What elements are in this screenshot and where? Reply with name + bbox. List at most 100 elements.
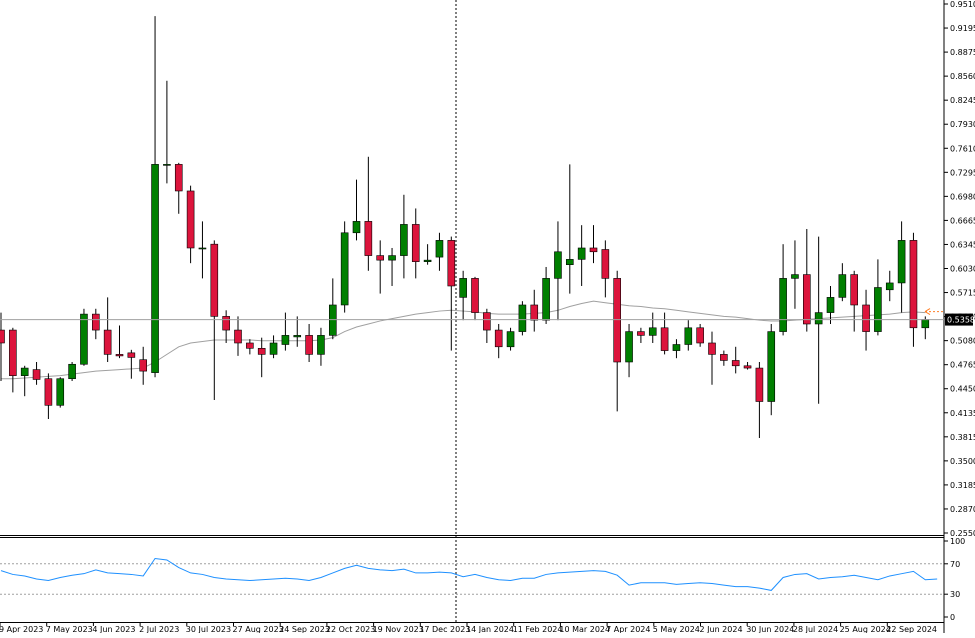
candle-body: [364, 221, 373, 256]
candle-body: [246, 342, 254, 349]
bear-candle: [696, 323, 704, 347]
bull-candle: [814, 236, 823, 404]
bull-candle: [826, 285, 835, 324]
bull-candle: [68, 361, 76, 381]
bull-candle: [56, 377, 65, 408]
bear-candle: [186, 185, 195, 264]
time-tick-label: 9 Apr 2023: [0, 625, 43, 633]
candle-body: [613, 278, 622, 363]
candle-body: [862, 304, 870, 332]
candle-body: [151, 164, 159, 373]
candle-body: [257, 348, 266, 355]
candle-body: [577, 247, 586, 260]
bear-candle: [483, 308, 491, 343]
current-price-label: 0.5358: [947, 316, 975, 325]
price-tick-label: 0.8875: [950, 48, 975, 57]
candle-body: [874, 287, 882, 332]
candle-body: [222, 316, 230, 331]
candle-body: [376, 255, 385, 261]
candle-body: [328, 304, 337, 336]
bear-candle: [32, 361, 41, 385]
candle-body: [767, 331, 776, 402]
bear-candle: [174, 162, 183, 214]
time-tick-label: 14 Jan 2024: [466, 625, 514, 633]
bull-candle: [684, 320, 693, 351]
bear-candle: [447, 236, 456, 351]
candle-body: [637, 331, 645, 336]
candle-body: [411, 224, 420, 262]
bull-candle: [791, 240, 799, 309]
bear-candle: [103, 297, 112, 362]
price-tick-label: 0.4135: [950, 409, 975, 418]
rsi-tick-label: 30: [950, 590, 960, 599]
bear-candle: [613, 270, 622, 412]
bull-candle: [269, 335, 278, 359]
candle-body: [885, 282, 894, 291]
candle-body: [9, 329, 17, 376]
bear-candle: [44, 373, 53, 419]
price-tick-label: 0.5715: [950, 289, 975, 298]
bear-candle: [234, 316, 242, 356]
candle-body: [625, 331, 633, 363]
candle-body: [174, 164, 183, 192]
candle-body: [542, 278, 550, 321]
candle-body: [20, 367, 29, 376]
time-tick-label: 27 Aug 2023: [233, 625, 284, 633]
bull-candle: [328, 278, 337, 340]
bear-candle: [257, 337, 266, 378]
bull-candle: [874, 259, 882, 336]
bear-candle: [743, 361, 752, 370]
bear-candle: [411, 208, 420, 279]
bull-candle: [767, 323, 776, 416]
bull-candle: [198, 221, 207, 279]
candle-body: [601, 249, 610, 279]
candle-body: [530, 304, 539, 321]
candle-body: [56, 378, 65, 406]
candle-body: [127, 352, 136, 358]
candle-body: [400, 224, 408, 256]
candle-body: [708, 342, 716, 355]
rsi-line: [0, 557, 938, 591]
time-tick-label: 7 Apr 2024: [606, 625, 650, 633]
bull-candle: [80, 308, 88, 366]
current-price-marker: 0.5358: [0, 308, 975, 326]
bull-candle: [352, 179, 361, 241]
bear-candle: [127, 349, 136, 379]
bear-candle: [471, 276, 479, 321]
bull-candle: [340, 221, 349, 313]
bear-candle: [494, 323, 503, 359]
bull-candle: [672, 339, 681, 359]
price-tick-label: 0.8245: [950, 96, 975, 105]
time-tick-label: 11 Feb 2024: [513, 625, 563, 633]
time-axis: 9 Apr 2023 7 May 2023 4 Jun 2023 2 Jul 2023…: [0, 622, 937, 634]
bear-candle: [222, 310, 230, 343]
time-tick-label: 30 Jul 2023: [186, 625, 231, 633]
candle-body: [198, 247, 207, 250]
time-tick-label: 10 Mar 2024: [559, 625, 610, 633]
candle-body: [802, 274, 811, 325]
candle-body: [791, 274, 799, 279]
bear-candle: [731, 346, 740, 374]
candle-body: [755, 367, 764, 402]
candle-body: [565, 259, 574, 265]
candle-body: [672, 344, 681, 351]
candle-body: [684, 327, 693, 345]
candle-body: [388, 255, 396, 261]
candle-body: [305, 335, 313, 355]
time-tick-label: 5 May 2024: [653, 625, 700, 633]
bear-candle: [802, 228, 811, 332]
price-tick-label: 0.4765: [950, 361, 975, 370]
bear-candle: [601, 240, 610, 298]
bull-candle: [897, 221, 906, 313]
bull-candle: [20, 365, 29, 397]
candle-body: [648, 327, 657, 336]
candle-body: [779, 278, 787, 332]
